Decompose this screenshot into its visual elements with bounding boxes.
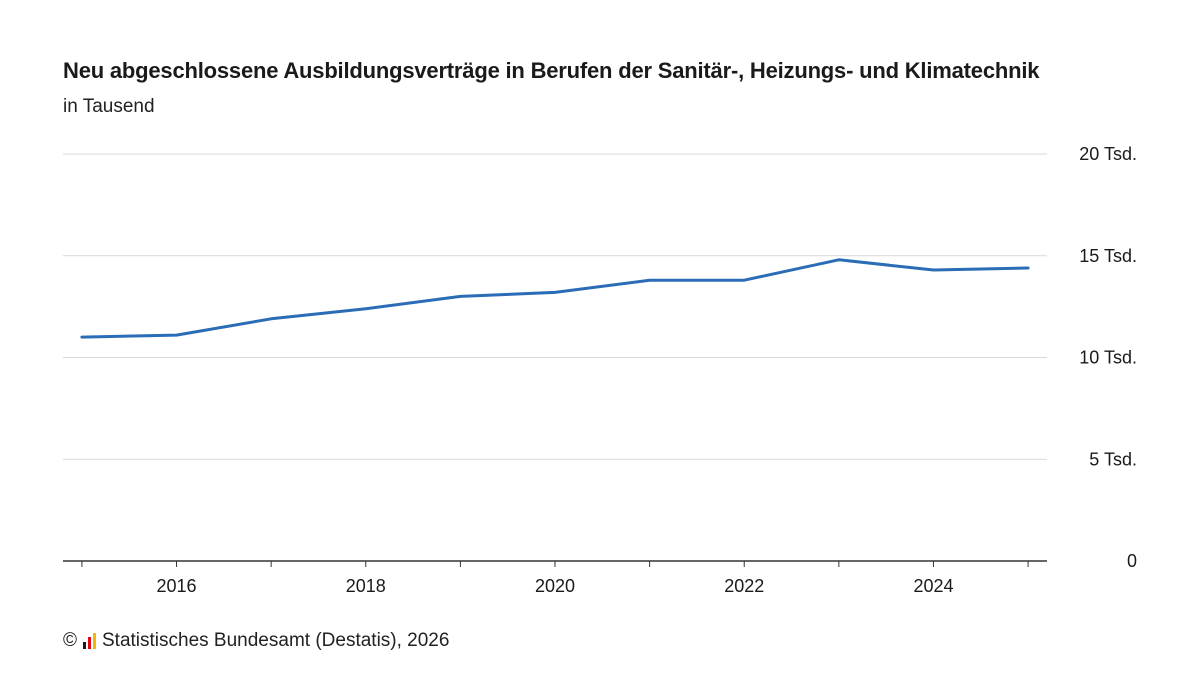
source-text: Statistisches Bundesamt (Destatis), 2026 xyxy=(102,630,450,651)
x-axis: 2016 2018 2020 2022 2024 xyxy=(63,560,1047,596)
gridlines xyxy=(63,153,1047,460)
y-tick-label: 10 Tsd. xyxy=(1079,348,1137,368)
series-layer xyxy=(80,258,1030,339)
y-tick-label: 15 Tsd. xyxy=(1079,246,1137,266)
x-tick-label: 2016 xyxy=(157,576,197,596)
copyright-symbol: © xyxy=(63,630,77,651)
x-tick-label: 2024 xyxy=(913,576,953,596)
x-tick-label: 2020 xyxy=(535,576,575,596)
series-line xyxy=(80,258,1030,339)
footer-source: © Statistisches Bundesamt (Destatis), 20… xyxy=(63,630,449,652)
y-tick-label: 20 Tsd. xyxy=(1079,144,1137,164)
chart-title: Neu abgeschlossene Ausbildungsverträge i… xyxy=(63,58,1040,83)
x-tick-label: 2022 xyxy=(724,576,764,596)
y-tick-label: 0 xyxy=(1127,551,1137,571)
chart-subtitle: in Tausend xyxy=(63,96,155,117)
y-tick-label: 5 Tsd. xyxy=(1089,449,1137,469)
y-axis-ticks: 0 5 Tsd. 10 Tsd. 15 Tsd. 20 Tsd. xyxy=(1079,144,1137,571)
x-tick-label: 2018 xyxy=(346,576,386,596)
destatis-logo-icon xyxy=(83,633,96,649)
